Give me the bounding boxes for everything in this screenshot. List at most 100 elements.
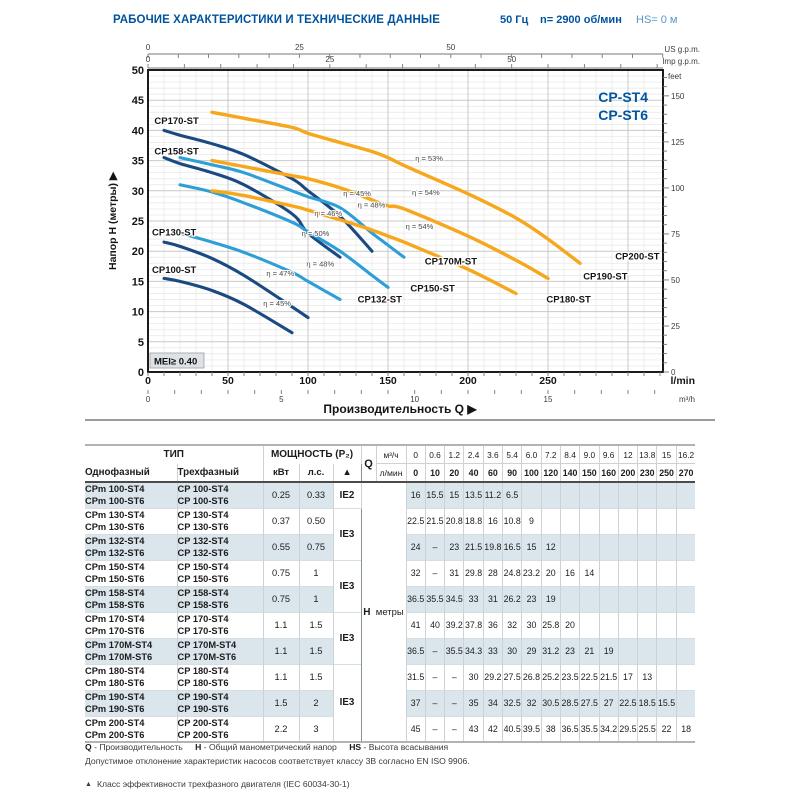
us-gpm-tick: 50	[446, 43, 455, 52]
power-kw: 0.25	[262, 482, 300, 508]
q-lmin-value: 100	[521, 463, 542, 482]
curve-CP190-ST	[210, 158, 550, 281]
head-value	[637, 560, 658, 586]
lmin-tick: 200	[459, 375, 477, 387]
head-value: 13.5	[463, 482, 484, 508]
head-value: 12	[541, 534, 561, 560]
curve-label-CP190-ST: CP190-ST	[583, 272, 628, 283]
y-tick: 30	[132, 186, 144, 198]
y-tick: 45	[132, 95, 144, 107]
head-value	[599, 612, 619, 638]
x-axis-caption: Производительность Q ▶	[323, 402, 477, 416]
chart-model-title-2: CP-ST6	[598, 107, 648, 123]
feet-tick: 150	[671, 92, 685, 101]
head-value	[676, 534, 696, 560]
head-value: 40	[425, 612, 446, 638]
head-value	[618, 638, 639, 664]
table-row: CPm 150-ST4 CPm 150-ST6 CP 150-ST4 CP 150-S…	[85, 560, 696, 612]
curve-label-CP170M-ST: CP170M-ST	[425, 256, 477, 267]
head-value: –	[425, 690, 446, 716]
performance-chart: MEI≥ 0.40 CP100-ST CP130-ST CP158-ST CP170-S…	[85, 43, 715, 421]
y-tick: 25	[132, 216, 144, 228]
head-value: 28	[483, 560, 504, 586]
table-row: CPm 180-ST4 CPm 180-ST6 CP 180-ST4 CP 180-S…	[85, 664, 696, 742]
curve-label-CP132-ST: CP132-ST	[358, 295, 403, 306]
curve-CP170-ST	[162, 128, 374, 253]
head-value: 33	[483, 638, 504, 664]
ie-class: IE3	[333, 508, 362, 560]
power-kw: 1.1	[262, 612, 300, 638]
head-value	[637, 612, 658, 638]
head-value: 23	[444, 534, 465, 560]
head-value	[676, 638, 696, 664]
y-tick: 35	[132, 156, 144, 168]
chart-model-title-1: CP-ST4	[598, 89, 648, 105]
head-value: –	[425, 560, 446, 586]
us-gpm-tick: 25	[295, 43, 304, 52]
plot-border	[147, 69, 664, 373]
q-m3h-value: 3.6	[483, 445, 504, 464]
power-hp: 1	[299, 560, 334, 586]
head-value	[541, 482, 561, 508]
head-value: 18	[681, 723, 691, 734]
head-value: 15	[521, 534, 542, 560]
suction-head-value: HS= 0 м	[636, 14, 678, 26]
three-phase-model: CP 158-ST4 CP 158-ST6	[176, 586, 264, 612]
header-type: ТИП	[85, 445, 264, 464]
curve-label-CP158-ST: CP158-ST	[154, 147, 199, 158]
q-lmin-value: 230	[637, 463, 658, 482]
three-phase-model: CP 170-ST4 CP 170-ST6	[176, 612, 264, 638]
feet-tick: 50	[671, 276, 680, 285]
ie-class: IE2	[333, 482, 362, 508]
head-value: 29	[521, 638, 542, 664]
q-m3h-value: 0.6	[425, 445, 446, 464]
footnotes: Q - Производительность Н - Общий маномет…	[85, 742, 715, 789]
head-value: 22	[656, 716, 677, 742]
three-phase-model: CP 200-ST4 CP 200-ST6	[176, 716, 264, 742]
table-row: CPm 200-ST4 CPm 200-ST6 CP 200-ST4 CP 200-S…	[85, 716, 696, 742]
head-value: 23.2	[521, 560, 542, 586]
q-lmin-value: 250	[656, 463, 677, 482]
feet-tick: 125	[671, 138, 685, 147]
us-gpm-tick: 0	[146, 43, 151, 52]
ie-note-text: Класс эффективности трехфазного двигател…	[96, 779, 350, 789]
legend-term: Н - Общий манометрический напор	[195, 742, 340, 752]
three-phase-model: CP 100-ST4 CP 100-ST6	[176, 482, 264, 508]
curve-label-CP200-ST: CP200-ST	[615, 252, 660, 263]
q-m3h-value: 9.6	[599, 445, 619, 464]
head-value: 41	[406, 612, 426, 638]
speed-value: n= 2900 об/мин	[540, 14, 622, 26]
q-m3h-value: 16.2	[676, 445, 696, 464]
q-m3h-value: 9.0	[579, 445, 600, 464]
head-value: 16.5	[502, 534, 523, 560]
power-hp: 0.33	[299, 482, 334, 508]
head-value	[656, 664, 677, 690]
lmin-tick: 50	[222, 375, 234, 387]
three-phase-model: CP 190-ST4 CP 190-ST6	[176, 690, 264, 716]
single-phase-model: CPm 180-ST4 CPm 180-ST6	[85, 664, 178, 690]
imp-gpm-tick: 50	[507, 55, 516, 64]
single-phase-model: CPm 170M-ST4 CPm 170M-ST6	[85, 638, 178, 664]
y-tick: 20	[132, 246, 144, 258]
ie-class: IE3	[333, 664, 362, 742]
head-value	[676, 508, 695, 534]
power-kw: 1.1	[262, 638, 300, 664]
table-row: CPm 130-ST4 CPm 130-ST6 CP 130-ST4 CP 130-S…	[85, 508, 696, 560]
head-value	[560, 508, 581, 534]
q-m3h-value: 6.0	[521, 445, 542, 464]
head-value: 18.5	[637, 690, 658, 716]
q-lmin-value: 20	[444, 463, 465, 482]
head-value: 31.5	[406, 664, 426, 690]
q-lmin-value: 10	[425, 463, 446, 482]
efficiency-label: η = 50%	[302, 229, 330, 238]
head-value: 27.5	[502, 664, 523, 690]
head-value: 6.5	[502, 482, 523, 508]
lmin-unit: l/min	[670, 375, 695, 387]
mei-label: MEI≥ 0.40	[154, 357, 197, 368]
head-value	[618, 534, 639, 560]
q-m3h-value: 1.2	[444, 445, 465, 464]
head-value	[656, 612, 677, 638]
q-m3h-value: 7.2	[541, 445, 561, 464]
head-value: 43	[463, 716, 484, 742]
